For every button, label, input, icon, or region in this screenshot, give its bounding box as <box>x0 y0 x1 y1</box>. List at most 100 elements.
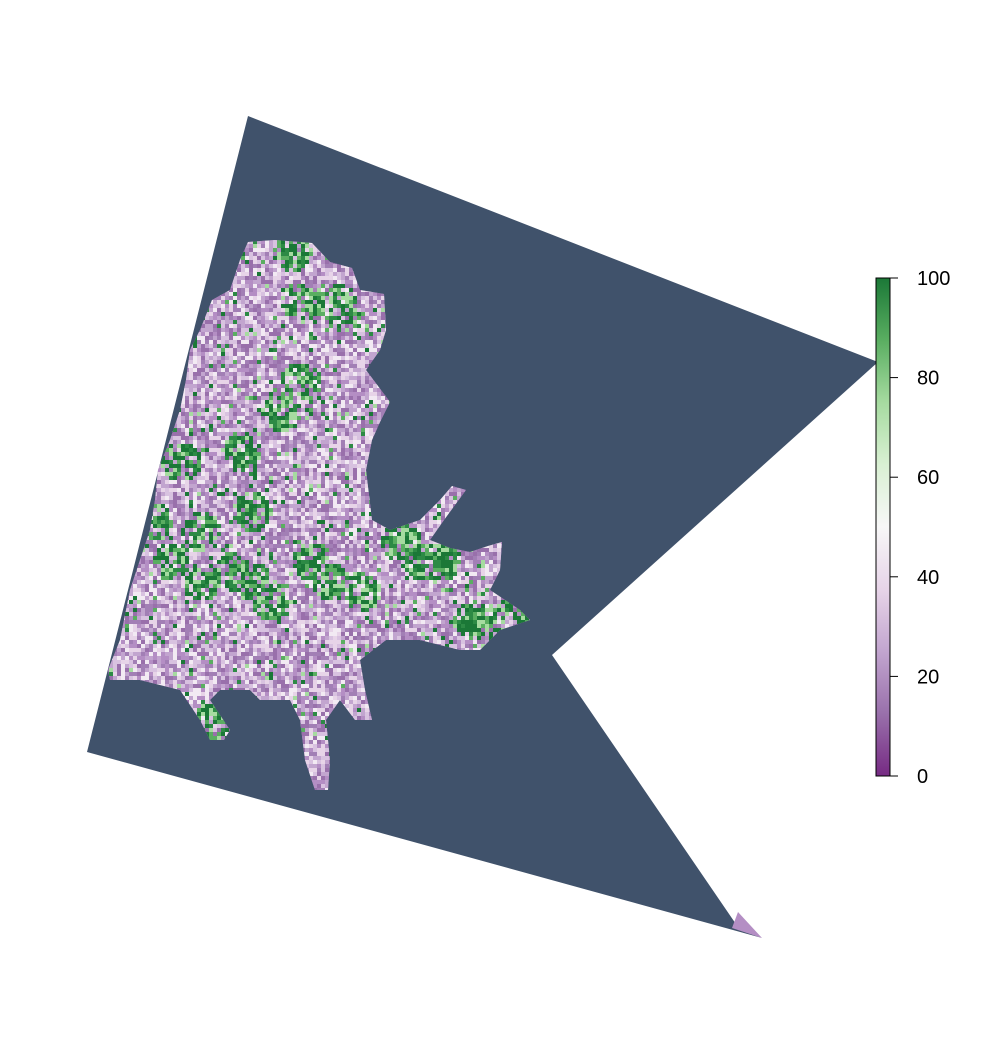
raster-cell <box>257 400 261 404</box>
raster-cell <box>257 408 261 412</box>
raster-cell <box>129 348 133 352</box>
raster-cell <box>229 324 233 328</box>
raster-cell <box>381 396 385 400</box>
raster-cell <box>241 376 245 380</box>
raster-cell <box>121 392 125 396</box>
raster-cell <box>193 412 197 416</box>
raster-cell <box>108 308 109 312</box>
raster-cell <box>381 332 385 336</box>
raster-cell <box>149 340 153 344</box>
raster-cell <box>153 396 157 400</box>
raster-cell <box>145 404 149 408</box>
raster-cell <box>353 348 357 352</box>
raster-cell <box>253 408 257 412</box>
raster-cell <box>277 352 281 356</box>
raster-cell <box>141 268 145 272</box>
raster-cell <box>341 344 345 348</box>
raster-cell <box>265 388 269 392</box>
raster-cell <box>185 280 189 284</box>
raster-cell <box>133 392 137 396</box>
raster-cell <box>137 312 141 316</box>
raster-cell <box>277 288 281 292</box>
raster-cell <box>217 304 221 308</box>
raster-cell <box>229 328 233 332</box>
raster-cell <box>325 340 329 344</box>
raster-cell <box>253 312 257 316</box>
raster-cell <box>125 320 129 324</box>
raster-cell <box>108 388 109 392</box>
raster-cell <box>333 368 337 372</box>
raster-cell <box>113 296 117 300</box>
raster-cell <box>145 324 149 328</box>
raster-cell <box>157 280 161 284</box>
raster-cell <box>385 400 389 404</box>
raster-cell <box>133 280 137 284</box>
raster-cell <box>229 420 233 424</box>
raster-cell <box>313 268 317 272</box>
raster-cell <box>221 368 225 372</box>
raster-cell <box>297 360 301 364</box>
raster-cell <box>313 416 317 420</box>
raster-cell <box>169 316 173 320</box>
raster-cell <box>165 268 169 272</box>
raster-cell <box>213 320 217 324</box>
raster-cell <box>297 408 301 412</box>
raster-cell <box>365 388 369 392</box>
raster-cell <box>121 240 125 244</box>
raster-cell <box>217 296 221 300</box>
raster-cell <box>385 404 389 408</box>
raster-cell <box>213 412 217 416</box>
raster-cell <box>257 284 261 288</box>
raster-cell <box>253 248 257 252</box>
raster-cell <box>281 396 285 400</box>
raster-cell <box>245 376 249 380</box>
raster-cell <box>237 340 241 344</box>
raster-cell <box>337 312 341 316</box>
raster-cell <box>201 404 205 408</box>
raster-cell <box>133 400 137 404</box>
raster-cell <box>373 344 377 348</box>
raster-cell <box>225 384 229 388</box>
raster-cell <box>289 376 293 380</box>
raster-cell <box>297 420 301 424</box>
raster-cell <box>301 416 305 420</box>
raster-cell <box>233 348 237 352</box>
raster-cell <box>189 356 193 360</box>
raster-cell <box>297 264 301 268</box>
raster-cell <box>293 324 297 328</box>
raster-cell <box>193 252 197 256</box>
raster-cell <box>177 364 181 368</box>
raster-cell <box>233 400 237 404</box>
raster-cell <box>173 372 177 376</box>
raster-cell <box>121 356 125 360</box>
raster-cell <box>253 324 257 328</box>
raster-cell <box>109 388 113 392</box>
raster-cell <box>305 404 309 408</box>
raster-cell <box>273 360 277 364</box>
raster-cell <box>265 348 269 352</box>
raster-cell <box>341 312 345 316</box>
raster-cell <box>177 308 181 312</box>
raster-cell <box>253 392 257 396</box>
raster-cell <box>169 300 173 304</box>
raster-cell <box>349 396 353 400</box>
raster-cell <box>153 264 157 268</box>
raster-cell <box>108 360 109 364</box>
raster-cell <box>233 316 237 320</box>
raster-cell <box>201 408 205 412</box>
raster-cell <box>121 408 125 412</box>
raster-cell <box>257 376 261 380</box>
raster-cell <box>161 264 165 268</box>
raster-cell <box>181 348 185 352</box>
raster-cell <box>108 288 109 292</box>
raster-cell <box>373 320 377 324</box>
raster-cell <box>189 416 193 420</box>
raster-cell <box>245 276 249 280</box>
raster-cell <box>233 284 237 288</box>
raster-cell <box>245 384 249 388</box>
raster-cell <box>201 348 205 352</box>
raster-cell <box>365 408 369 412</box>
raster-cell <box>137 316 141 320</box>
raster-cell <box>381 316 385 320</box>
raster-cell <box>293 336 297 340</box>
